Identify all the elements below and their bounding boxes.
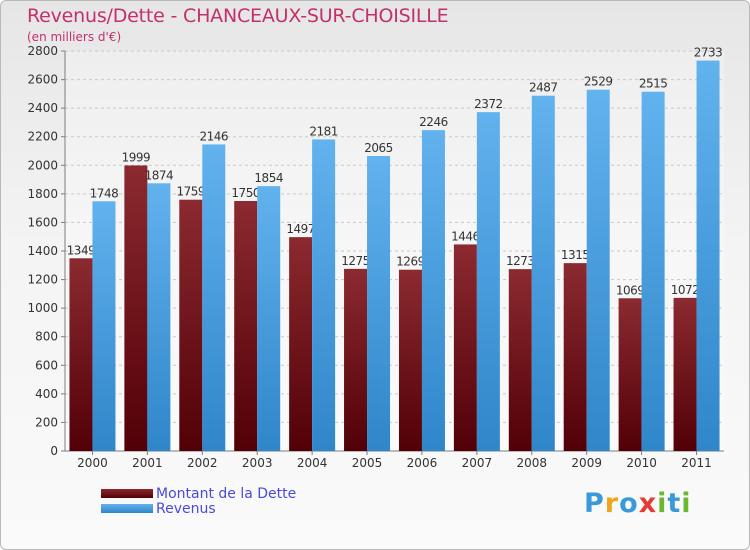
y-tick-label: 800 bbox=[35, 330, 58, 344]
y-tick-label: 2000 bbox=[27, 158, 58, 172]
bar-revenus-2001 bbox=[147, 183, 171, 452]
y-tick-label: 0 bbox=[50, 444, 58, 458]
data-label-dette: 1750 bbox=[231, 186, 260, 200]
x-tick-label: 2002 bbox=[187, 456, 218, 470]
data-label-revenus: 2246 bbox=[419, 115, 448, 129]
bar-revenus-2009 bbox=[586, 89, 610, 451]
x-tick-label: 2008 bbox=[517, 456, 548, 470]
data-label-dette: 1759 bbox=[177, 185, 206, 199]
y-tick-label: 1200 bbox=[27, 273, 58, 287]
x-tick-label: 2006 bbox=[407, 456, 438, 470]
x-tick-label: 2009 bbox=[571, 456, 602, 470]
chart-subtitle: (en milliers d'€) bbox=[27, 30, 122, 44]
legend-label-dette: Montant de la Dette bbox=[156, 486, 297, 502]
bar-dette-2010 bbox=[618, 298, 642, 451]
data-label-dette: 1072 bbox=[671, 283, 700, 297]
bar-dette-2007 bbox=[453, 244, 477, 451]
y-tick-label: 1800 bbox=[27, 187, 58, 201]
chart-title: Revenus/Dette - CHANCEAUX-SUR-CHOISILLE bbox=[27, 5, 449, 27]
data-label-dette: 1446 bbox=[451, 229, 480, 243]
x-tick-label: 2000 bbox=[77, 456, 108, 470]
proxiti-logo: Proxiti bbox=[584, 488, 692, 519]
y-tick-label: 2800 bbox=[27, 44, 58, 58]
bar-dette-2008 bbox=[508, 269, 532, 451]
y-tick-label: 1000 bbox=[27, 301, 58, 315]
bar-dette-2006 bbox=[398, 269, 422, 451]
legend-swatch-dette bbox=[101, 489, 153, 498]
y-tick-label: 1400 bbox=[27, 244, 58, 258]
x-tick-label: 2010 bbox=[626, 456, 657, 470]
y-tick-label: 1600 bbox=[27, 215, 58, 229]
bar-revenus-2011 bbox=[696, 60, 720, 451]
bar-revenus-2010 bbox=[641, 91, 665, 451]
bar-revenus-2004 bbox=[312, 139, 336, 451]
data-label-revenus: 1748 bbox=[90, 186, 119, 200]
bar-dette-2005 bbox=[344, 268, 368, 451]
y-tick-label: 2600 bbox=[27, 73, 58, 87]
x-tick-label: 2004 bbox=[297, 456, 328, 470]
data-label-dette: 1269 bbox=[396, 255, 425, 269]
data-label-dette: 1315 bbox=[561, 248, 590, 262]
bar-dette-2000 bbox=[69, 258, 93, 451]
data-label-revenus: 2065 bbox=[364, 141, 393, 155]
bar-dette-2004 bbox=[289, 237, 313, 451]
x-tick-label: 2011 bbox=[681, 456, 712, 470]
data-label-revenus: 2146 bbox=[200, 129, 229, 143]
data-label-dette: 1069 bbox=[616, 283, 645, 297]
data-label-revenus: 1874 bbox=[145, 168, 174, 182]
x-tick-label: 2001 bbox=[132, 456, 163, 470]
data-label-revenus: 2515 bbox=[639, 77, 668, 91]
y-tick-label: 200 bbox=[35, 415, 58, 429]
x-tick-label: 2005 bbox=[352, 456, 383, 470]
bar-revenus-2006 bbox=[421, 130, 445, 451]
legend-label-revenus: Revenus bbox=[156, 501, 216, 517]
data-label-revenus: 2529 bbox=[584, 75, 613, 89]
data-label-revenus: 2733 bbox=[694, 46, 723, 60]
bar-dette-2002 bbox=[179, 199, 203, 451]
data-label-revenus: 1854 bbox=[254, 171, 283, 185]
data-label-dette: 1273 bbox=[506, 254, 535, 268]
y-tick-label: 2200 bbox=[27, 130, 58, 144]
legend-swatch-revenus bbox=[101, 504, 153, 513]
data-label-revenus: 2181 bbox=[309, 124, 338, 138]
bar-dette-2011 bbox=[673, 297, 697, 451]
bar-dette-2003 bbox=[234, 201, 258, 451]
data-label-dette: 1275 bbox=[341, 254, 370, 268]
y-tick-label: 600 bbox=[35, 358, 58, 372]
bar-revenus-2003 bbox=[257, 186, 281, 451]
data-label-dette: 1999 bbox=[122, 150, 151, 164]
data-label-dette: 1497 bbox=[286, 222, 315, 236]
data-label-dette: 1349 bbox=[67, 243, 96, 257]
bar-dette-2009 bbox=[563, 263, 587, 451]
bar-revenus-2000 bbox=[92, 201, 116, 451]
bar-revenus-2002 bbox=[202, 144, 226, 451]
y-tick-label: 400 bbox=[35, 387, 58, 401]
bar-revenus-2007 bbox=[476, 112, 500, 452]
data-label-revenus: 2372 bbox=[474, 97, 503, 111]
bar-dette-2001 bbox=[124, 165, 148, 451]
y-tick-label: 2400 bbox=[27, 101, 58, 115]
x-tick-label: 2007 bbox=[462, 456, 493, 470]
x-tick-label: 2003 bbox=[242, 456, 273, 470]
bar-revenus-2008 bbox=[531, 95, 555, 451]
bar-revenus-2005 bbox=[367, 156, 391, 451]
data-label-revenus: 2487 bbox=[529, 81, 558, 95]
